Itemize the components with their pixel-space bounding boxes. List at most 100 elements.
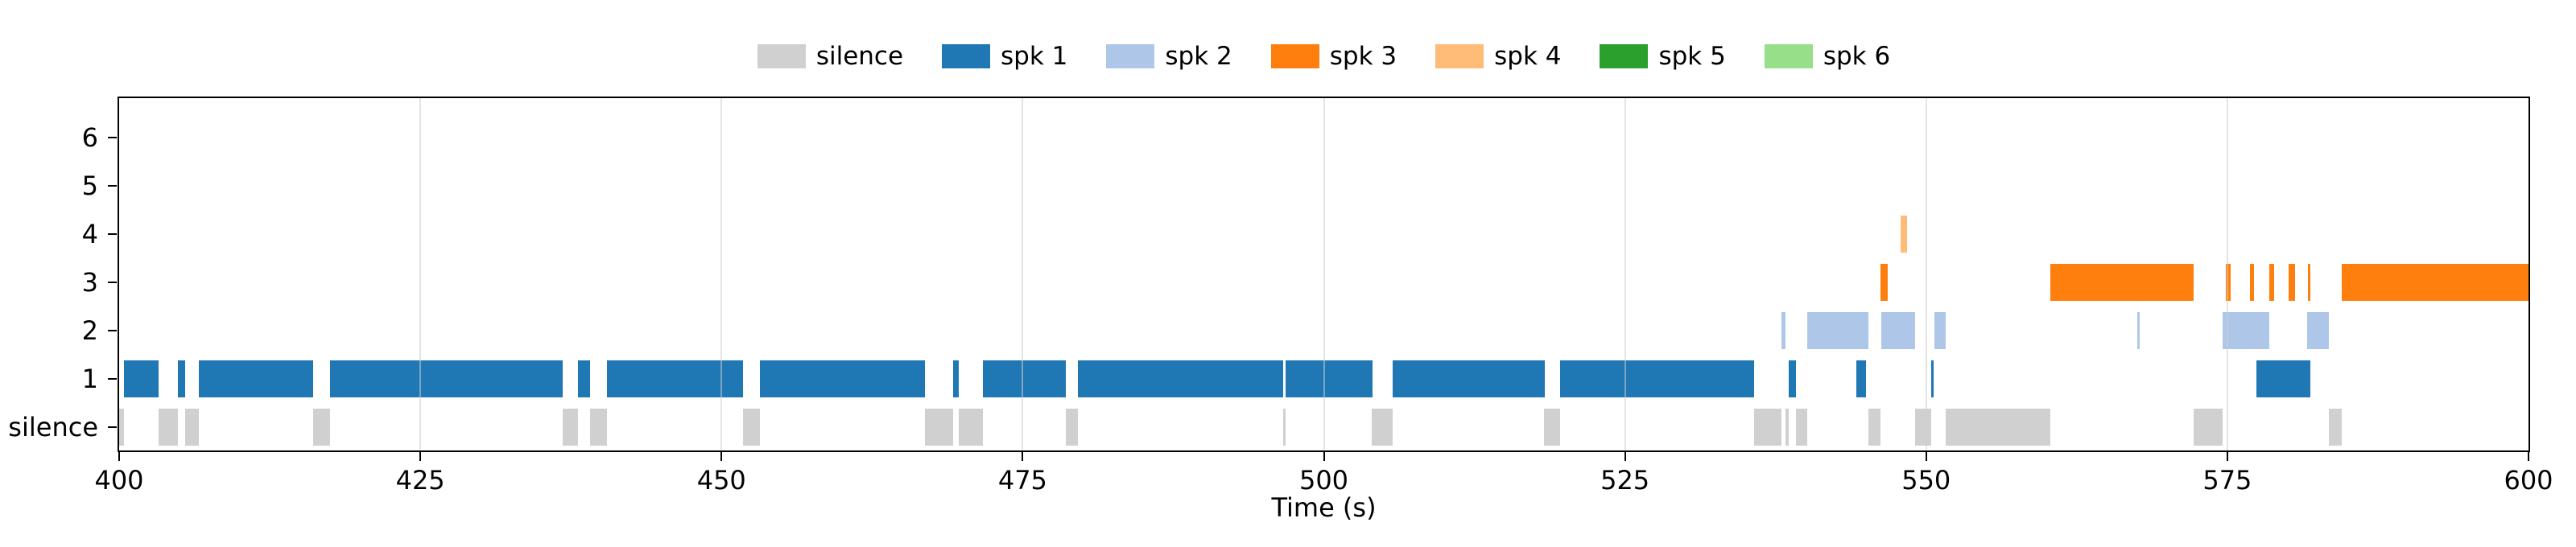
x-tick xyxy=(118,452,120,461)
segment-silence xyxy=(1796,408,1807,446)
segment-spk1 xyxy=(1559,360,1755,397)
legend-item-5: spk 5 xyxy=(1600,41,1726,71)
grid-line xyxy=(1624,98,1626,450)
x-tick-label: 400 xyxy=(94,465,144,496)
x-tick-label: 450 xyxy=(696,465,746,496)
segment-spk1 xyxy=(123,360,159,397)
grid-line xyxy=(720,98,723,450)
segment-spk2 xyxy=(2136,311,2140,349)
y-tick xyxy=(108,281,117,283)
segment-spk3 xyxy=(2050,263,2194,301)
segment-spk1 xyxy=(952,360,960,397)
segment-spk1 xyxy=(2256,360,2311,397)
segment-silence xyxy=(185,408,199,446)
legend-label: spk 1 xyxy=(1001,41,1068,71)
legend-label: spk 5 xyxy=(1658,41,1726,71)
segment-spk1 xyxy=(607,360,744,397)
segment-spk3 xyxy=(2250,263,2254,301)
segment-silence xyxy=(1066,408,1079,446)
legend-item-3: spk 3 xyxy=(1270,43,1397,69)
segment-spk2 xyxy=(1781,311,1785,349)
segment-spk1 xyxy=(198,360,314,397)
segment-spk1 xyxy=(1392,360,1545,397)
segment-silence xyxy=(1544,408,1560,446)
legend-label: spk 2 xyxy=(1165,41,1232,71)
segment-spk1 xyxy=(1930,360,1934,397)
segment-spk4 xyxy=(1901,215,1907,253)
plot-area: 400 425 450 475 500 525 550 575 600 silence 1 2 3 4 5 6 xyxy=(8,97,2553,496)
x-tick xyxy=(1022,452,1024,461)
grid-line xyxy=(2226,98,2228,450)
legend-item-1: spk 1 xyxy=(942,41,1068,71)
y-tick-label: 1 xyxy=(81,363,98,394)
x-axis-label: Time (s) xyxy=(1271,492,1377,523)
grid-line xyxy=(1022,98,1024,450)
y-tick xyxy=(108,329,117,331)
legend-label: silence xyxy=(815,41,904,71)
x-tick xyxy=(1323,452,1325,461)
x-tick xyxy=(2528,452,2529,461)
segment-spk3 xyxy=(2342,263,2529,301)
segment-spk3 xyxy=(2289,263,2295,301)
segment-spk3 xyxy=(2226,263,2231,301)
segment-spk2 xyxy=(2306,311,2329,349)
x-tick xyxy=(720,452,723,461)
y-tick-label: 5 xyxy=(81,170,98,201)
y-tick xyxy=(108,184,117,187)
x-tick-label: 525 xyxy=(1600,465,1650,496)
segment-silence xyxy=(1868,408,1880,446)
y-tick-label: silence xyxy=(8,411,98,442)
x-tick xyxy=(1925,452,1927,461)
segment-silence xyxy=(1945,408,2051,446)
segment-silence xyxy=(959,408,984,446)
x-tick xyxy=(2226,452,2228,461)
y-tick-label: 6 xyxy=(81,121,98,153)
segment-spk3 xyxy=(1880,263,1888,301)
x-tick-label: 575 xyxy=(2202,465,2252,496)
segment-silence xyxy=(1753,408,1782,446)
segment-silence xyxy=(119,408,124,446)
segment-silence xyxy=(1915,408,1931,446)
segment-spk1 xyxy=(760,360,926,397)
segment-silence xyxy=(1372,408,1393,446)
segment-spk1 xyxy=(329,360,564,397)
segment-spk2 xyxy=(1806,311,1869,349)
x-tick-label: 475 xyxy=(997,465,1047,496)
x-tick-label: 600 xyxy=(2504,465,2553,496)
segment-silence xyxy=(1282,408,1286,446)
segment-silence xyxy=(562,408,579,446)
legend-item-silence: silence xyxy=(757,41,904,71)
segment-spk1 xyxy=(1856,360,1866,397)
segment-silence xyxy=(1785,408,1790,446)
segment-silence xyxy=(925,408,953,446)
segment-spk1 xyxy=(1789,360,1797,397)
segment-spk3 xyxy=(2269,263,2275,301)
y-tick-label: 2 xyxy=(81,315,98,346)
legend-swatch-icon xyxy=(942,44,991,68)
segment-silence xyxy=(2193,408,2223,446)
legend-swatch-icon xyxy=(1270,44,1319,68)
legend: silence spk 1 spk 2 spk 3 spk 4 spk 5 spk 6 xyxy=(118,35,2530,77)
x-tick-label: 550 xyxy=(1901,465,1951,496)
segment-spk2 xyxy=(1881,311,1916,349)
legend-swatch-icon xyxy=(1106,44,1155,68)
segment-silence xyxy=(2328,408,2343,446)
y-tick xyxy=(108,232,117,235)
grid-line xyxy=(419,98,422,450)
segment-spk2 xyxy=(1934,311,1946,349)
legend-item-6: spk 6 xyxy=(1764,41,1891,71)
legend-item-4: spk 4 xyxy=(1435,41,1562,71)
x-tick xyxy=(419,452,422,461)
segment-spk1 xyxy=(1285,360,1373,397)
y-tick xyxy=(108,426,117,428)
x-tick-label: 500 xyxy=(1298,465,1349,496)
segment-spk2 xyxy=(2222,311,2270,349)
legend-label: spk 4 xyxy=(1494,41,1562,71)
legend-label: spk 6 xyxy=(1823,41,1891,71)
y-tick xyxy=(108,136,117,138)
legend-swatch-icon xyxy=(1600,44,1649,68)
legend-swatch-icon xyxy=(1435,44,1484,68)
y-tick-label: 4 xyxy=(81,218,98,249)
segment-spk1 xyxy=(178,360,186,397)
